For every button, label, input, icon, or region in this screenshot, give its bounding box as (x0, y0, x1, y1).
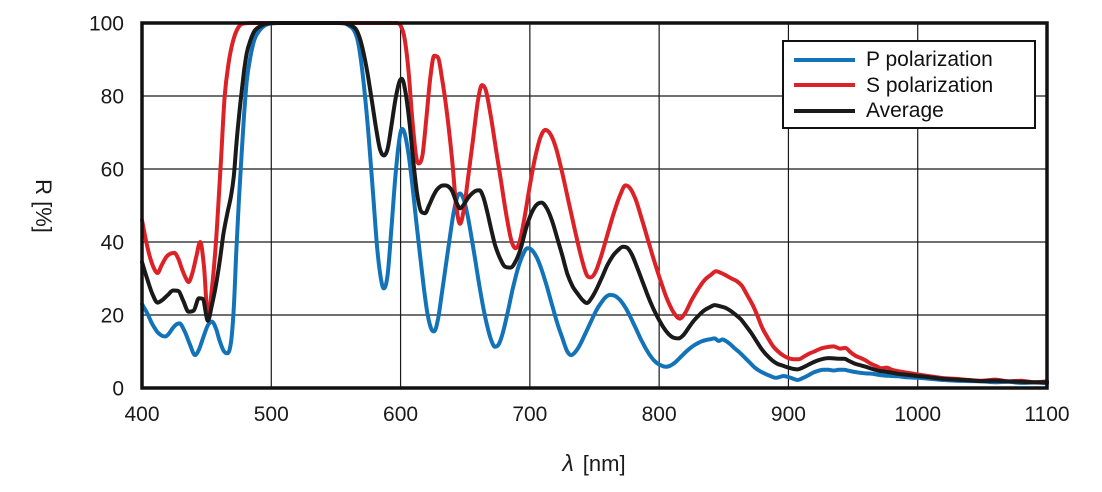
y-tick-label: 40 (101, 232, 124, 255)
legend-item: P polarization (784, 47, 1034, 73)
legend: P polarization S polarization Average (782, 40, 1036, 129)
y-axis-tick-labels: 0 20 40 60 80 100 (89, 13, 124, 401)
legend-item: Average (784, 98, 1034, 124)
y-tick-label: 80 (101, 86, 124, 109)
y-tick-label: 20 (101, 305, 124, 328)
x-tick-label: 900 (771, 403, 806, 426)
x-tick-label: 600 (383, 403, 418, 426)
y-tick-label: 60 (101, 159, 124, 182)
legend-line-sample (794, 108, 855, 113)
x-tick-label: 400 (124, 403, 159, 426)
legend-item-label: Average (866, 99, 944, 123)
curve-average (140, 21, 1049, 385)
x-tick-label: 800 (642, 403, 677, 426)
y-tick-label: 0 (112, 378, 124, 401)
x-axis-tick-labels: 400 500 600 700 800 900 1000 1100 (124, 403, 1069, 426)
legend-line-sample (794, 83, 855, 88)
legend-line-sample (794, 57, 855, 62)
x-tick-label: 500 (254, 403, 289, 426)
y-axis-label: R [%] (31, 179, 56, 233)
legend-item-label: S polarization (866, 73, 994, 97)
plot-frame (140, 21, 1049, 390)
legend-item-label: P polarization (866, 48, 993, 72)
x-tick-label: 700 (512, 403, 547, 426)
x-axis-label: λ [nm] (560, 450, 625, 476)
y-tick-label: 100 (89, 13, 124, 36)
legend-item: S polarization (784, 73, 1034, 99)
x-tick-label: 1100 (1024, 403, 1069, 426)
x-tick-label: 1000 (894, 403, 941, 426)
curve-s-polarization (140, 20, 1049, 385)
curve-p-polarization (140, 20, 1049, 386)
